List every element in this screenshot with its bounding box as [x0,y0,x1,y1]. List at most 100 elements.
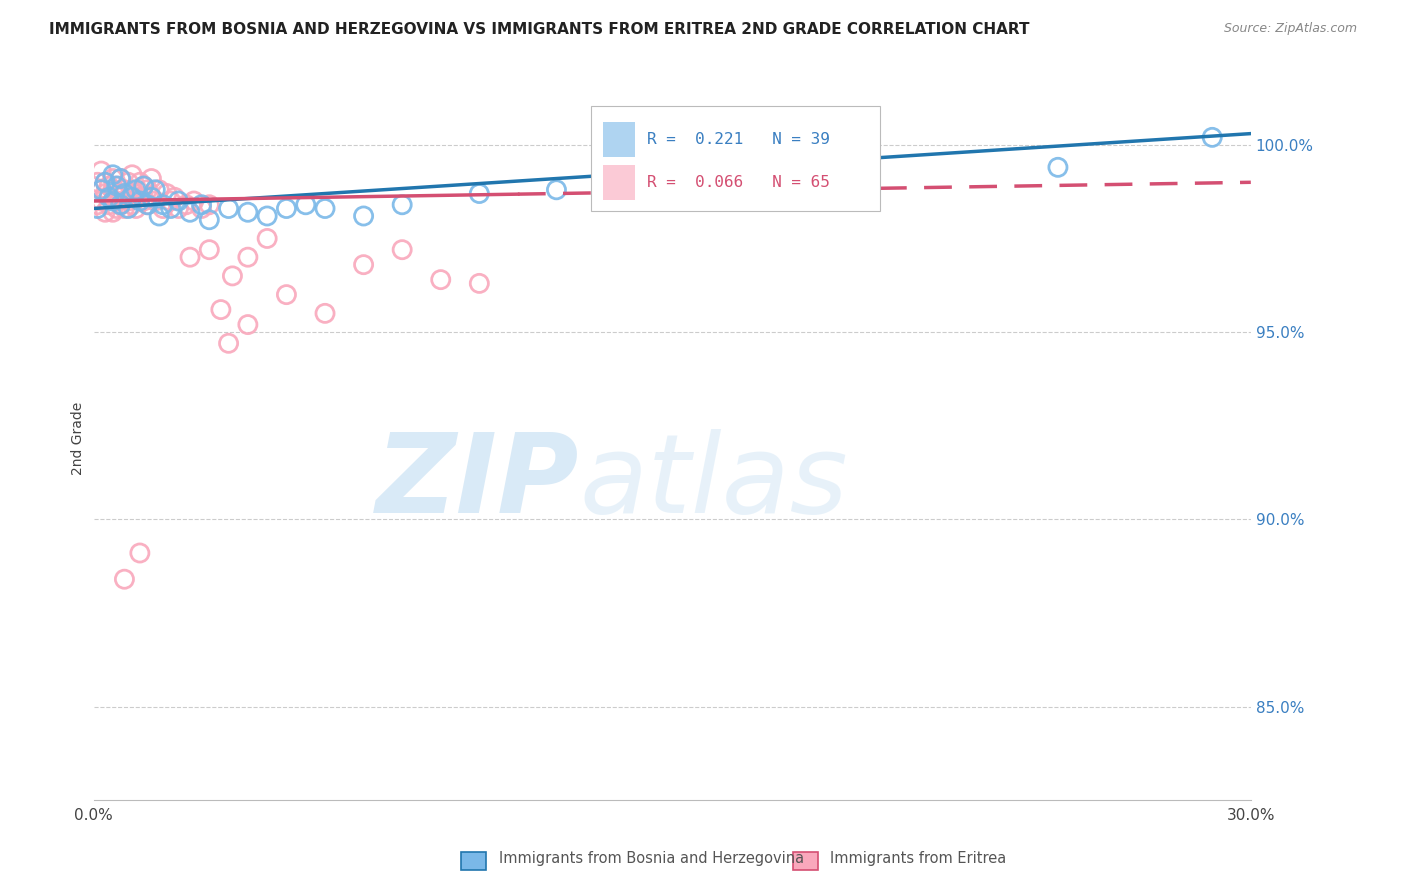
Point [391,198,413,212]
FancyBboxPatch shape [603,165,636,200]
Point [429,273,451,287]
Point [110,198,132,212]
Point [98,190,121,204]
Point [276,202,298,216]
Point [125,183,148,197]
Point [236,318,259,332]
Text: atlas: atlas [579,429,848,536]
Point [152,202,174,216]
Point [148,183,170,197]
Point [221,268,243,283]
Point [98,179,121,194]
Point [190,198,212,212]
Point [167,194,190,208]
Point [174,198,197,212]
Point [110,171,132,186]
Y-axis label: 2nd Grade: 2nd Grade [72,402,86,475]
Point [136,183,159,197]
Point [90,164,112,178]
Point [141,171,163,186]
Point [159,202,181,216]
Point [190,202,212,216]
Point [179,205,201,219]
FancyBboxPatch shape [591,106,880,211]
Point [110,198,132,212]
Point [353,209,375,223]
Point [132,179,155,194]
Point [314,306,336,320]
FancyBboxPatch shape [603,122,636,157]
Point [198,212,221,227]
Point [141,190,163,204]
Point [121,198,143,212]
Point [114,202,136,216]
Point [132,179,155,194]
Point [218,336,240,351]
Point [121,190,143,204]
Point [128,175,150,189]
FancyBboxPatch shape [461,852,486,870]
Point [276,287,298,301]
Point [98,198,121,212]
Point [125,186,148,201]
Point [94,175,117,189]
Point [256,231,278,245]
Point [143,194,166,208]
Point [101,194,124,208]
Text: R =  0.221   N = 39: R = 0.221 N = 39 [647,132,830,147]
Point [86,202,108,216]
Point [198,243,221,257]
Point [114,186,136,201]
Point [294,198,316,212]
Point [114,186,136,201]
Point [159,194,181,208]
Point [198,198,221,212]
Point [141,190,163,204]
Point [98,190,121,204]
Point [1046,161,1069,175]
Text: Immigrants from Eritrea: Immigrants from Eritrea [830,851,1005,865]
Point [101,205,124,219]
Point [148,209,170,223]
Point [256,209,278,223]
Point [546,183,568,197]
Point [391,243,413,257]
Point [152,198,174,212]
Text: Source: ZipAtlas.com: Source: ZipAtlas.com [1223,22,1357,36]
Point [236,205,259,219]
Point [136,198,159,212]
Point [218,202,240,216]
Point [117,175,139,189]
Point [125,202,148,216]
Point [114,572,136,586]
Point [353,258,375,272]
Point [101,171,124,186]
Point [128,546,150,560]
Point [132,194,155,208]
Point [468,186,491,201]
Point [90,183,112,197]
Point [179,250,201,264]
Point [94,186,117,201]
Point [90,194,112,208]
Point [128,190,150,204]
Point [121,168,143,182]
Point [90,183,112,197]
Point [163,190,186,204]
Point [468,277,491,291]
Point [156,186,179,201]
Point [1201,130,1223,145]
Point [101,183,124,197]
Point [121,183,143,197]
Point [853,168,876,182]
Point [105,202,128,216]
Point [183,194,205,208]
Point [86,175,108,189]
Point [86,198,108,212]
Point [105,179,128,194]
Text: IMMIGRANTS FROM BOSNIA AND HERZEGOVINA VS IMMIGRANTS FROM ERITREA 2ND GRADE CORR: IMMIGRANTS FROM BOSNIA AND HERZEGOVINA V… [49,22,1029,37]
Point [209,302,232,317]
Point [143,183,166,197]
Point [105,179,128,194]
Text: Immigrants from Bosnia and Herzegovina: Immigrants from Bosnia and Herzegovina [499,851,804,865]
